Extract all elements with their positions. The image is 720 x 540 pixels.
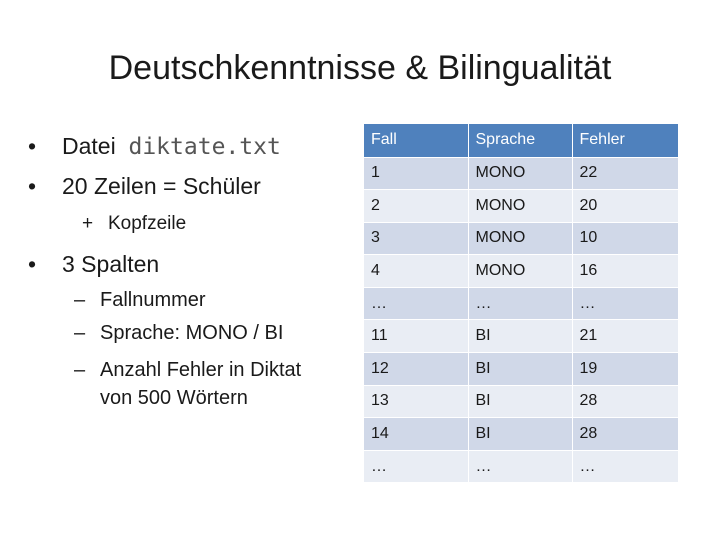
- data-table: Fall Sprache Fehler 1 MONO 22 2 MONO 20 …: [364, 124, 678, 484]
- cell-fall: 1: [364, 157, 468, 191]
- bullet-file-prefix: Datei: [62, 133, 116, 159]
- cell-fehler: 16: [571, 254, 678, 288]
- cell-fall: …: [364, 450, 468, 484]
- cell-fehler: …: [571, 450, 678, 484]
- slide-title: Deutschkenntnisse & Bilingualität: [108, 49, 612, 87]
- cell-sprache: MONO: [467, 222, 572, 256]
- bullet-file: • Datei diktate.txt: [28, 132, 281, 161]
- table-row: … … …: [364, 450, 678, 484]
- cell-fehler: 22: [571, 157, 678, 191]
- subbullet-case-number-text: Fallnummer: [100, 289, 206, 311]
- bullet-dot: •: [28, 173, 37, 199]
- cell-sprache: MONO: [467, 254, 572, 288]
- header-cell-sprache: Sprache: [467, 124, 572, 158]
- dash-marker: –: [74, 359, 86, 381]
- subbullet-errors-line1: Anzahl Fehler in Diktat: [100, 359, 302, 381]
- dash-marker: –: [74, 322, 86, 344]
- bullet-dot: •: [28, 251, 37, 277]
- cell-fehler: 28: [571, 385, 678, 419]
- table-row: 3 MONO 10: [364, 222, 678, 256]
- subbullet-errors-cont: von 500 Wörtern: [100, 386, 248, 410]
- subbullet-header-row-text: Kopfzeile: [108, 213, 187, 234]
- cell-fehler: 10: [571, 222, 678, 256]
- subbullet-header-row: + Kopfzeile: [82, 212, 186, 236]
- subbullet-errors: – Anzahl Fehler in Diktat: [74, 358, 301, 382]
- cell-fehler: 19: [571, 352, 678, 386]
- bullet-columns: • 3 Spalten: [28, 250, 159, 278]
- subbullet-language: – Sprache: MONO / BI: [74, 321, 283, 345]
- bullet-dot: •: [28, 133, 37, 159]
- cell-fall: 4: [364, 254, 468, 288]
- plus-marker: +: [82, 213, 94, 234]
- header-cell-fall: Fall: [364, 124, 468, 158]
- cell-sprache: BI: [467, 417, 572, 451]
- cell-sprache: BI: [467, 385, 572, 419]
- cell-fehler: 21: [571, 319, 678, 354]
- cell-fall: 12: [364, 352, 468, 386]
- cell-sprache: …: [467, 450, 572, 484]
- table-header-row: Fall Sprache Fehler: [364, 124, 678, 158]
- cell-sprache: MONO: [467, 189, 572, 223]
- cell-fall: …: [364, 287, 468, 321]
- cell-sprache: BI: [467, 319, 572, 354]
- cell-fehler: 28: [571, 417, 678, 451]
- cell-fehler: …: [571, 287, 678, 321]
- subbullet-case-number: – Fallnummer: [74, 288, 206, 312]
- table-row: 4 MONO 16: [364, 254, 678, 288]
- table-row: 11 BI 21: [364, 319, 678, 354]
- bullet-rows: • 20 Zeilen = Schüler: [28, 172, 261, 200]
- table-row: 13 BI 28: [364, 385, 678, 419]
- cell-fall: 14: [364, 417, 468, 451]
- subbullet-language-text: Sprache: MONO / BI: [100, 322, 284, 344]
- cell-fall: 13: [364, 385, 468, 419]
- header-cell-fehler: Fehler: [571, 124, 678, 158]
- bullet-columns-text: 3 Spalten: [62, 251, 160, 277]
- cell-sprache: …: [467, 287, 572, 321]
- dash-marker: –: [74, 289, 86, 311]
- table-row: 12 BI 19: [364, 352, 678, 386]
- table-row: … … …: [364, 287, 678, 321]
- cell-fall: 3: [364, 222, 468, 256]
- cell-fall: 2: [364, 189, 468, 223]
- table-row: 14 BI 28: [364, 417, 678, 451]
- cell-sprache: BI: [467, 352, 572, 386]
- table-row: 2 MONO 20: [364, 189, 678, 223]
- subbullet-errors-line2: von 500 Wörtern: [100, 387, 248, 409]
- table-row: 1 MONO 22: [364, 157, 678, 191]
- cell-fall: 11: [364, 319, 468, 354]
- bullet-rows-text: 20 Zeilen = Schüler: [62, 173, 261, 199]
- cell-sprache: MONO: [467, 157, 572, 191]
- cell-fehler: 20: [571, 189, 678, 223]
- bullet-file-name: diktate.txt: [128, 134, 281, 160]
